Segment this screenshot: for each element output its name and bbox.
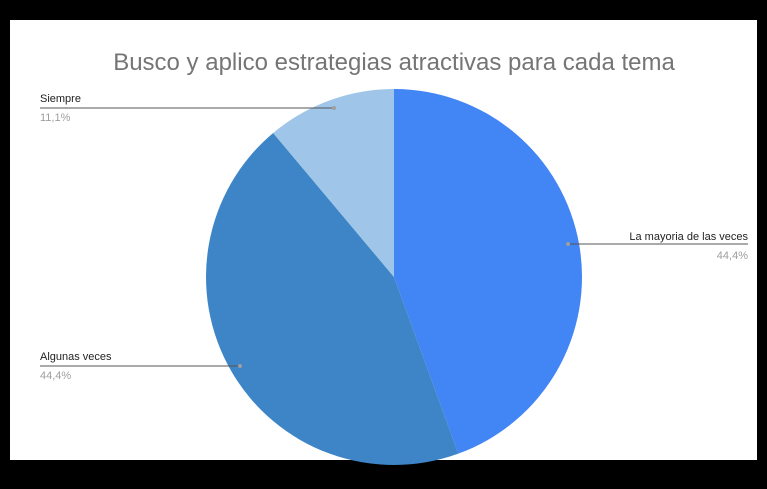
slice-percent-siempre: 11,1% bbox=[40, 112, 71, 124]
slice-label-siempre: Siempre bbox=[40, 93, 81, 105]
pie-slices bbox=[206, 89, 582, 465]
callout-dot-algunas-veces bbox=[238, 364, 242, 368]
callout-dot-siempre bbox=[332, 106, 336, 110]
slice-percent-algunas-veces: 44,4% bbox=[40, 370, 71, 382]
slice-label-la-mayoria-de-las-veces: La mayoria de las veces bbox=[629, 231, 748, 243]
slice-label-algunas-veces: Algunas veces bbox=[40, 351, 112, 363]
pie-slice-algunas-veces bbox=[206, 132, 459, 465]
slice-percent-la-mayoria-de-las-veces: 44,4% bbox=[717, 250, 748, 262]
pie-slice-la-mayoria-de-las-veces bbox=[394, 89, 582, 454]
slice-callouts: La mayoria de las veces 44,4% Algunas vece… bbox=[40, 93, 748, 382]
pie-slice-siempre bbox=[273, 89, 394, 277]
callout-dot-la-mayoria-de-las-veces bbox=[566, 242, 570, 246]
chart-title: Busco y aplico estrategias atractivas pa… bbox=[113, 49, 675, 76]
